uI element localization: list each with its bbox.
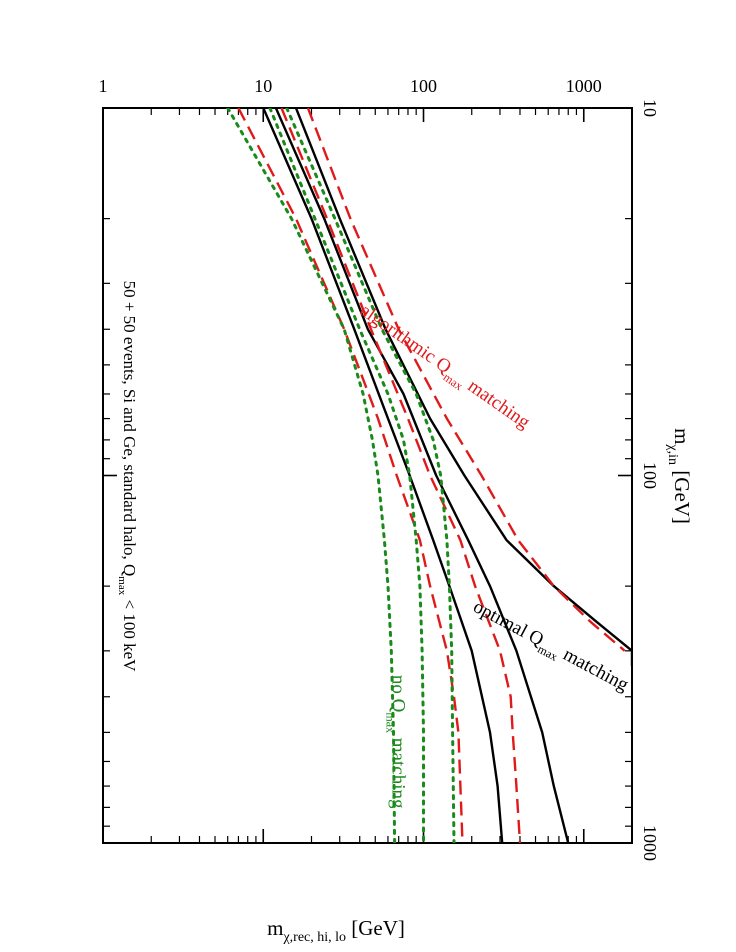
y-tick-label: 1 xyxy=(99,76,108,96)
x-tick-label: 10 xyxy=(640,99,660,117)
x-tick-label: 100 xyxy=(640,462,660,489)
series-line-optimal-lower xyxy=(262,108,504,843)
series-line-no-qmax-lower xyxy=(226,108,397,843)
series-line-no-qmax-reconstructed xyxy=(268,108,425,843)
plot-frame xyxy=(102,107,633,844)
y-tick-label: 1000 xyxy=(566,76,602,96)
annotation-algorithmic: algorithmic Qmax matching xyxy=(354,300,534,437)
series-line-algorithmic-upper xyxy=(306,108,626,652)
series-line-optimal-upper xyxy=(294,108,632,667)
series-line-optimal-reconstructed xyxy=(274,108,570,843)
y-tick-label: 100 xyxy=(410,76,437,96)
annotation-optimal: optimal Qmax matching xyxy=(468,596,633,699)
chart-title: 50 + 50 events, Si and Ge, standard halo… xyxy=(116,281,139,673)
annotation-noqmax: no Qmax matching xyxy=(383,675,408,809)
series-line-no-qmax-upper xyxy=(285,108,456,843)
x-axis-label: mχ,in [GeV] xyxy=(665,428,694,524)
series-line-algorithmic-lower xyxy=(237,108,464,843)
y-axis-label: mχ,rec, hi, lo [GeV] xyxy=(267,916,405,945)
y-tick-label: 10 xyxy=(254,76,272,96)
series-line-algorithmic-reconstructed xyxy=(280,108,522,843)
x-tick-label: 1000 xyxy=(640,825,660,861)
